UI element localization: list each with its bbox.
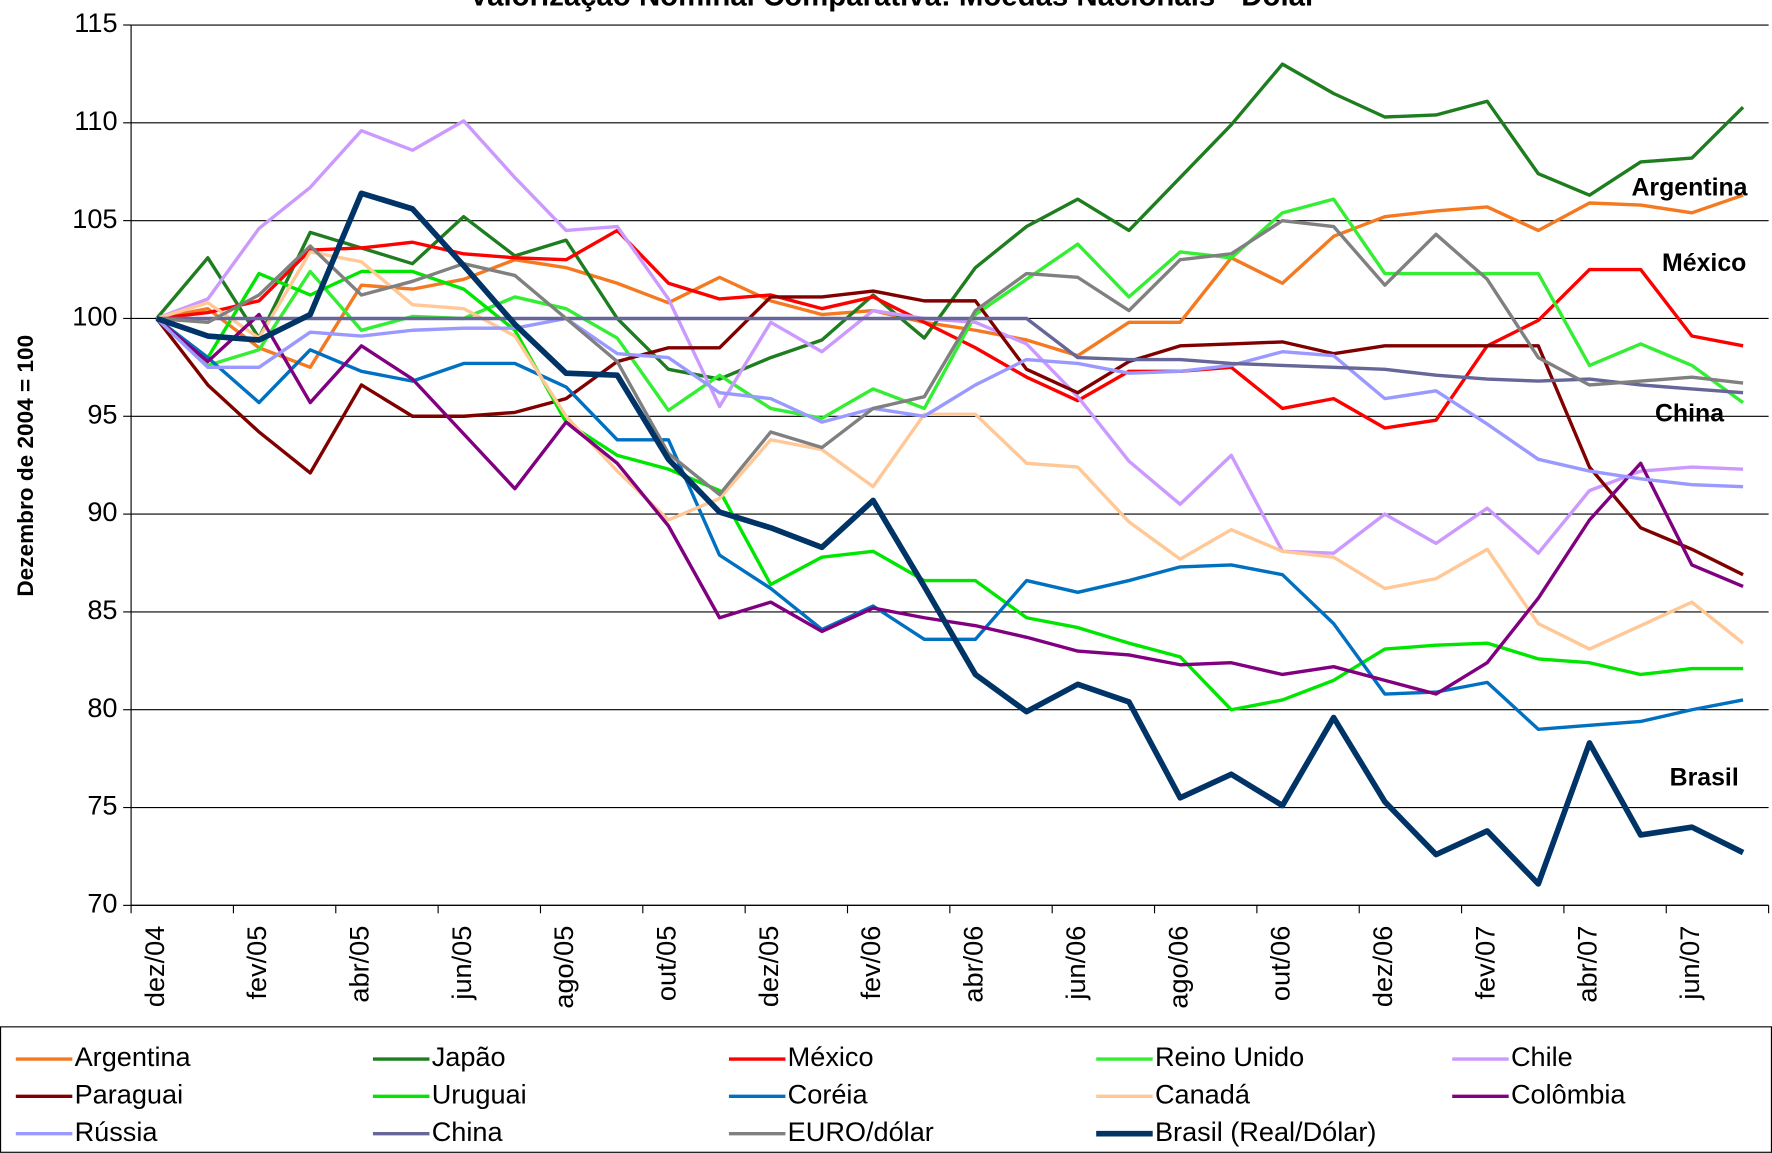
- y-tick-label: 80: [87, 692, 117, 723]
- x-tick-label: dez/05: [753, 926, 784, 1007]
- y-tick-label: 95: [87, 398, 117, 429]
- annotation: Argentina: [1631, 173, 1747, 201]
- series-line: [155, 190, 1745, 887]
- legend-label: Rússia: [75, 1116, 159, 1147]
- series-line: [155, 289, 1744, 577]
- x-tick-label: out/06: [1265, 926, 1296, 1001]
- x-tick-label: dez/04: [139, 926, 170, 1007]
- legend-label: Paraguai: [75, 1079, 184, 1110]
- chart-title: Valorização Nominal Comparativa: Moedas …: [469, 0, 1316, 13]
- series-line: [155, 316, 1744, 489]
- x-tick-label: jun/07: [1674, 926, 1705, 1001]
- x-tick-label: abr/07: [1572, 926, 1603, 1003]
- series-line: [156, 316, 1744, 395]
- x-tick-label: jun/06: [1060, 926, 1091, 1001]
- legend-label: Brasil (Real/Dólar): [1155, 1116, 1376, 1147]
- y-tick-label: 90: [87, 496, 117, 527]
- series-line: [156, 218, 1744, 497]
- x-tick-label: dez/06: [1367, 926, 1398, 1007]
- series-line: [156, 250, 1745, 651]
- y-tick-label: 100: [72, 301, 117, 332]
- x-tick-label: fev/05: [241, 926, 272, 1000]
- x-tick-label: abr/05: [344, 926, 375, 1003]
- x-tick-label: ago/05: [548, 926, 579, 1009]
- series-line: [155, 312, 1744, 696]
- annotation: China: [1655, 399, 1724, 427]
- x-tick-label: ago/06: [1162, 926, 1193, 1009]
- annotation: Brasil: [1670, 763, 1739, 791]
- legend-label: EURO/dólar: [788, 1116, 934, 1147]
- x-tick-label: out/05: [651, 926, 682, 1001]
- legend-label: Coréia: [788, 1079, 869, 1110]
- legend-label: Japão: [432, 1041, 506, 1072]
- annotation: México: [1662, 249, 1746, 277]
- legend-label: Argentina: [75, 1041, 192, 1072]
- y-axis-label: Dezembro de 2004 = 100: [13, 335, 38, 597]
- x-tick-label: fev/07: [1469, 926, 1500, 1000]
- y-tick-label: 110: [74, 105, 117, 136]
- series-line: [155, 317, 1744, 731]
- y-tick-label: 85: [87, 594, 117, 625]
- legend-label: China: [432, 1116, 504, 1147]
- legend-label: México: [788, 1041, 874, 1072]
- x-tick-label: abr/06: [958, 926, 989, 1003]
- legend-label: Canadá: [1155, 1079, 1251, 1110]
- series-line: [155, 62, 1745, 381]
- x-tick-label: jun/05: [446, 926, 477, 1001]
- series-line: [156, 228, 1744, 430]
- legend-label: Uruguai: [432, 1079, 527, 1110]
- x-tick-label: fev/06: [855, 926, 886, 1000]
- legend-label: Colômbia: [1511, 1079, 1626, 1110]
- y-tick-label: 115: [74, 7, 117, 38]
- series-line: [156, 119, 1744, 555]
- legend-label: Chile: [1511, 1041, 1573, 1072]
- y-tick-label: 70: [87, 888, 117, 919]
- y-tick-label: 75: [87, 790, 117, 821]
- y-tick-label: 105: [72, 203, 117, 234]
- series-line: [155, 269, 1744, 712]
- legend-box: [0, 1026, 1772, 1153]
- series-line: [156, 193, 1744, 370]
- legend-label: Reino Unido: [1155, 1041, 1304, 1072]
